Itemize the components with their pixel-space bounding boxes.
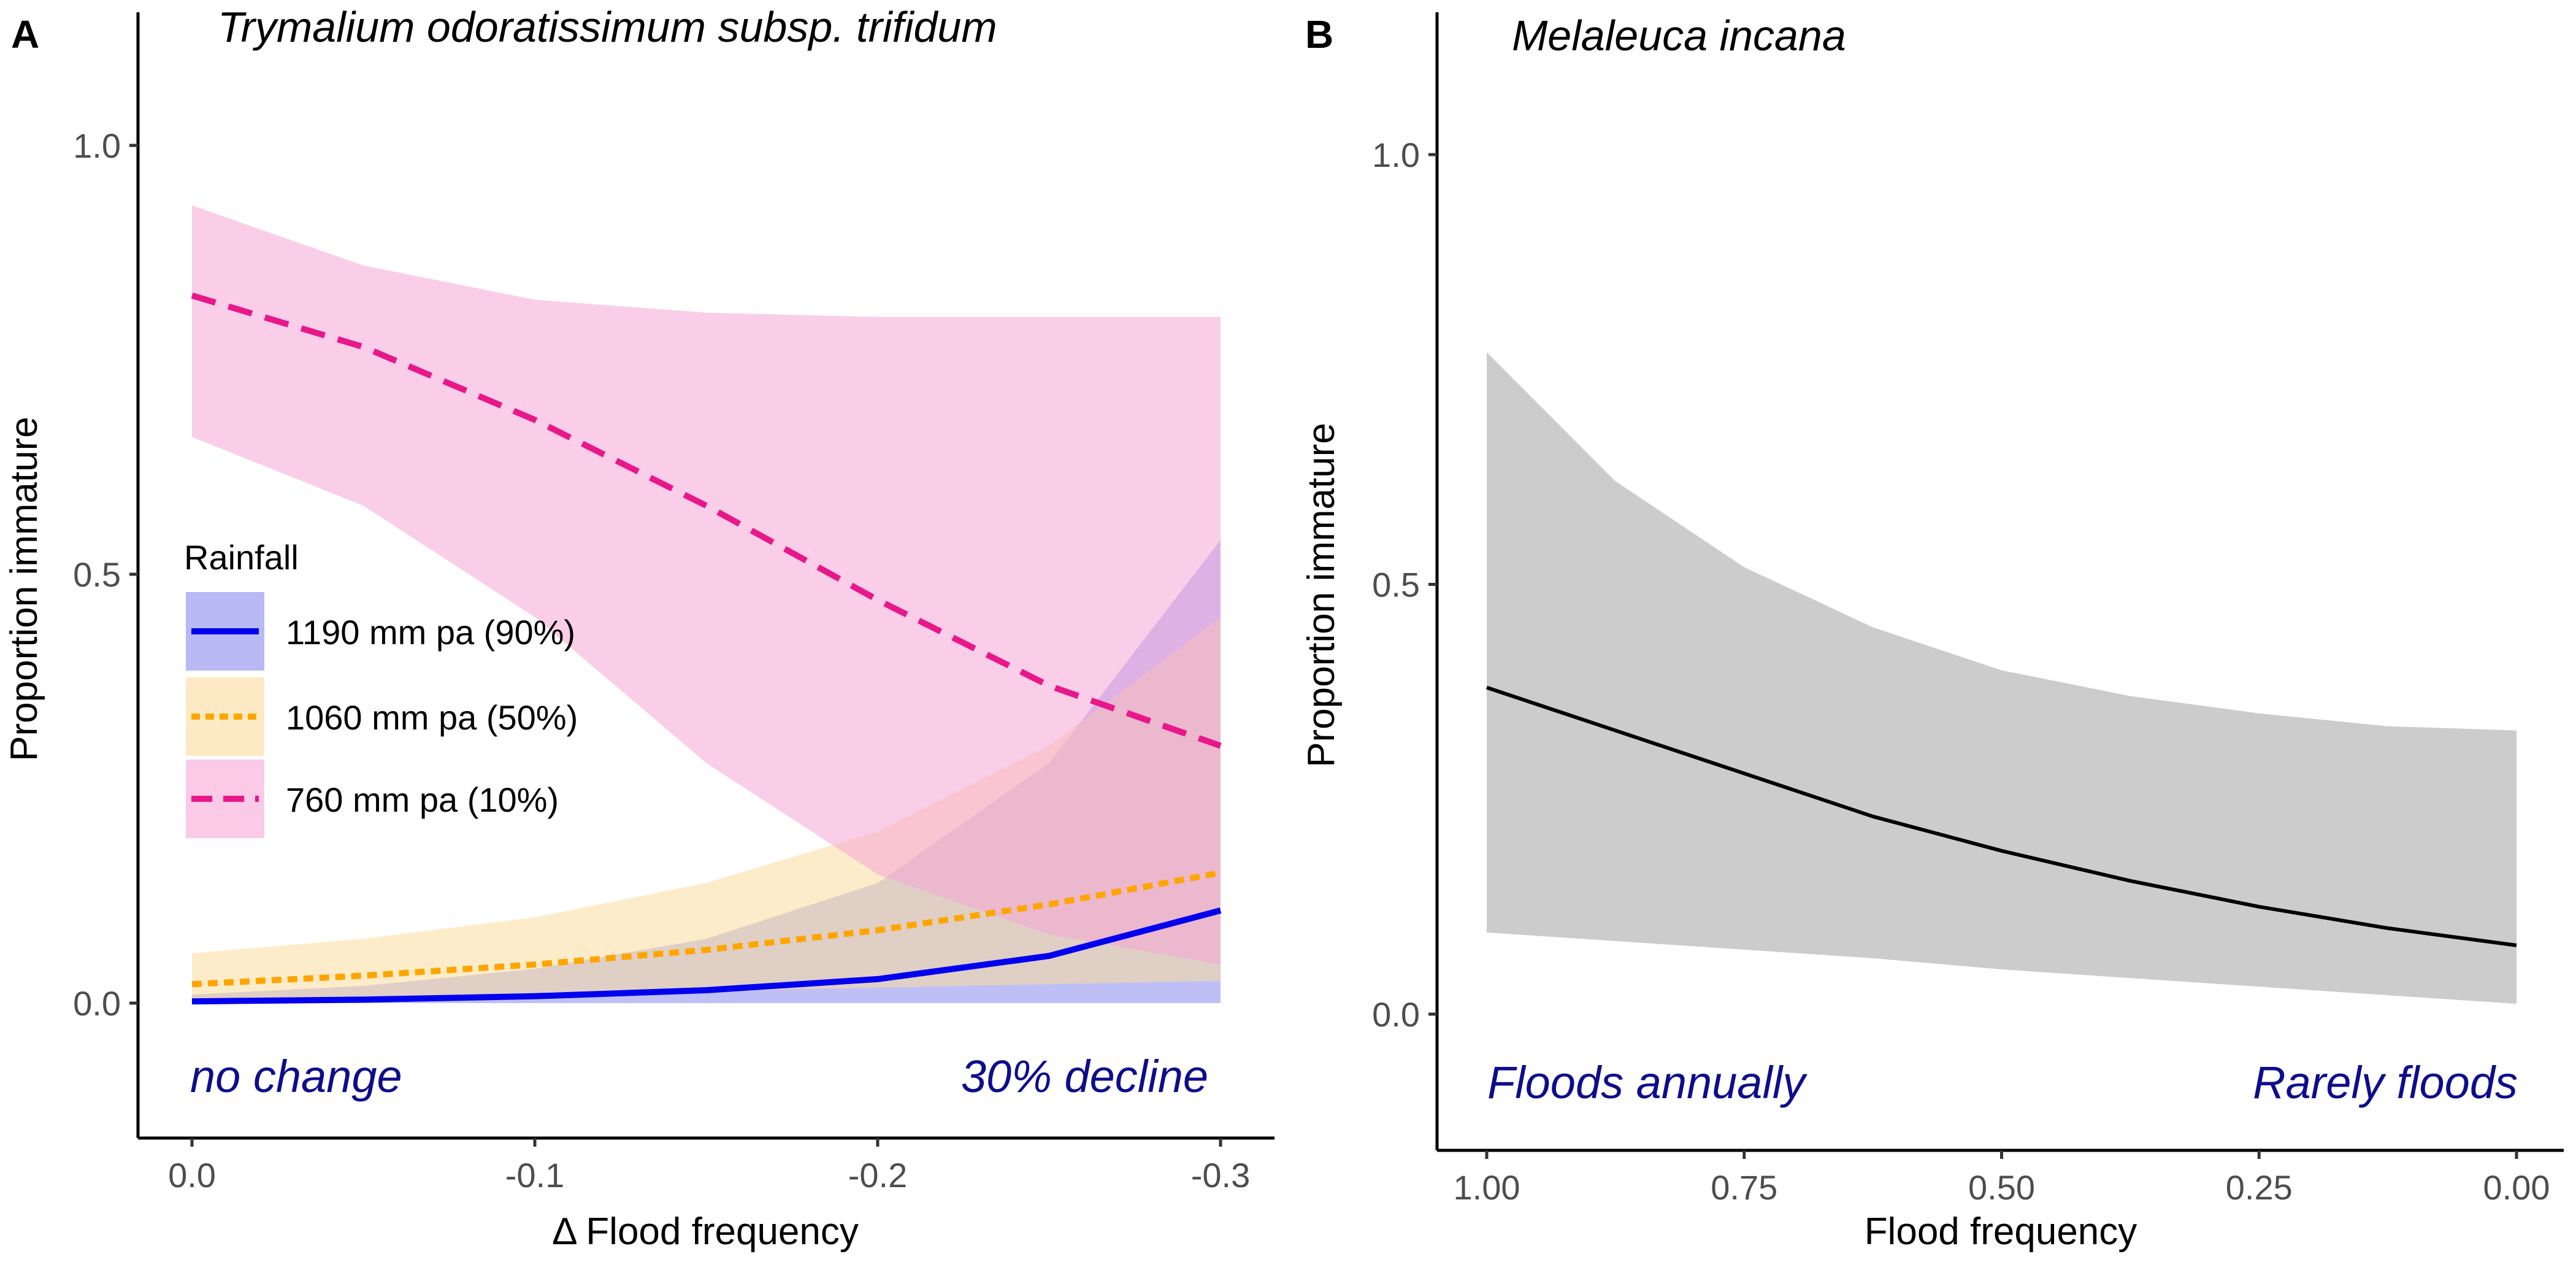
panel-b-letter: B [1305, 12, 1333, 56]
line-1060-mm-pa-50 [191, 869, 1221, 988]
band-760-mm-pa-10 [192, 205, 1221, 965]
panel-b-lines [1486, 685, 2517, 947]
y-tick-label: 0.5 [73, 555, 121, 594]
y-tick-label: 0.0 [1372, 995, 1420, 1034]
panel-b-x-axis-title: Flood frequency [1865, 1210, 2137, 1253]
panel-a: A Trymalium odoratissimum subsp. trifidu… [3, 3, 1275, 1253]
x-tick-label: 0.75 [1711, 1168, 1777, 1207]
panel-a-title: Trymalium odoratissimum subsp. trifidum [218, 3, 997, 51]
panel-a-letter: A [11, 12, 39, 56]
panel-a-x-ticks: 0.0 -0.1 -0.2 -0.3 [168, 1138, 1250, 1195]
panel-a-bands [192, 205, 1221, 1003]
legend-item-760: 760 mm pa (10%) [186, 760, 559, 838]
x-tick-label: 0.50 [1968, 1168, 2035, 1207]
panel-a-x-axis-title: Δ Flood frequency [552, 1210, 859, 1253]
x-tick-label: 0.00 [2483, 1168, 2550, 1207]
panel-a-lines [191, 292, 1222, 1005]
panel-b: B Melaleuca incana 0.0 0.5 1.0 1.00 0.75 0.5… [1300, 12, 2564, 1253]
panel-b-y-axis-title: Proportion immature [1300, 423, 1343, 768]
panel-b-annotation-left: Floods annually [1487, 1057, 1807, 1108]
y-tick-label: 1.0 [1372, 136, 1420, 174]
y-tick-label: 1.0 [73, 126, 121, 165]
panel-b-x-ticks: 1.00 0.75 0.50 0.25 0.00 [1454, 1150, 2550, 1207]
line-melaleuca-incana [1486, 685, 2517, 947]
y-tick-label: 0.5 [1372, 566, 1420, 604]
y-tick-label: 0.0 [73, 984, 121, 1023]
x-tick-label: -0.3 [1191, 1156, 1251, 1195]
legend-item-1060: 1060 mm pa (50%) [186, 677, 578, 756]
panel-b-y-ticks: 0.0 0.5 1.0 [1372, 136, 1437, 1034]
panel-a-y-ticks: 0.0 0.5 1.0 [73, 126, 138, 1023]
x-tick-label: -0.2 [848, 1156, 908, 1195]
panel-a-legend: Rainfall 1190 mm pa (90%) 1060 mm pa (50… [184, 538, 578, 838]
panel-a-annotation-right: 30% decline [961, 1051, 1208, 1102]
panel-b-bands [1487, 352, 2517, 1004]
legend-label-1060: 1060 mm pa (50%) [286, 698, 578, 737]
panel-b-title: Melaleuca incana [1512, 12, 1846, 60]
band-melaleuca-incana [1487, 352, 2517, 1004]
legend-label-760: 760 mm pa (10%) [286, 780, 559, 819]
panel-a-annotation-left: no change [190, 1051, 402, 1102]
legend-title: Rainfall [184, 538, 299, 577]
x-tick-label: 0.0 [168, 1156, 216, 1195]
x-tick-label: 1.00 [1454, 1168, 1520, 1207]
line-1190-mm-pa-90 [191, 907, 1222, 1005]
panel-a-y-axis-title: Proportion immature [3, 417, 45, 761]
panel-b-annotation-right: Rarely floods [2253, 1057, 2518, 1108]
legend-label-1190: 1190 mm pa (90%) [286, 613, 575, 652]
x-tick-label: -0.1 [505, 1156, 565, 1195]
x-tick-label: 0.25 [2226, 1168, 2293, 1207]
legend-item-1190: 1190 mm pa (90%) [186, 592, 575, 671]
